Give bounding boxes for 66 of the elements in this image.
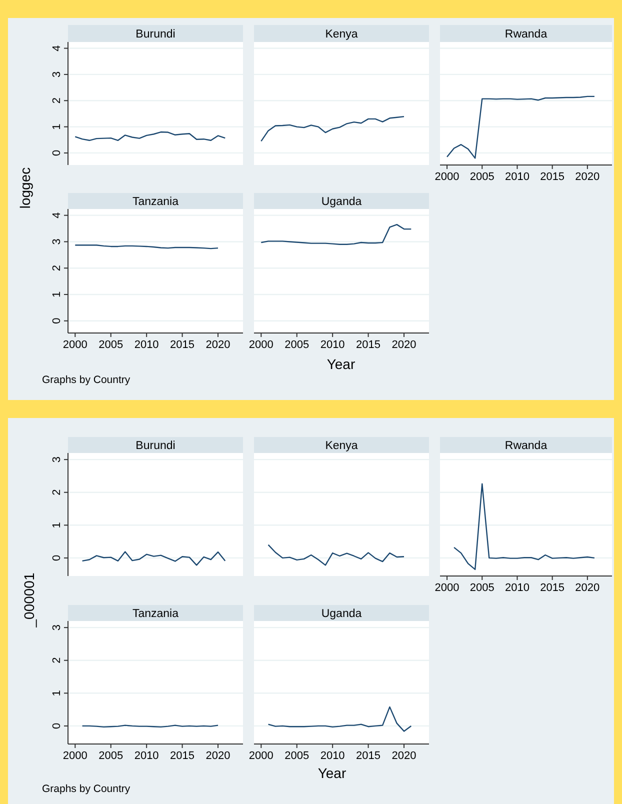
x-tick-label: 2015: [540, 582, 565, 594]
chart-title: Rwanda: [504, 440, 548, 452]
x-axis-title: Year: [326, 356, 356, 372]
chart-title: Tanzania: [132, 608, 180, 620]
y-tick-label: 0: [51, 150, 63, 156]
x-tick-label: 2020: [575, 582, 600, 594]
x-tick-label: 2010: [134, 339, 159, 351]
chart-title: Tanzania: [132, 196, 180, 208]
chart-title: Burundi: [136, 440, 176, 452]
chart-title: Uganda: [321, 196, 362, 208]
x-tick-label: 2010: [504, 171, 530, 183]
x-tick-label: 2020: [206, 750, 230, 762]
chart-title: Uganda: [321, 608, 362, 620]
y-tick-label: 1: [51, 124, 63, 130]
chart-title: Rwanda: [504, 28, 548, 40]
chart-title: Burundi: [136, 28, 176, 40]
x-tick-label: 2000: [248, 339, 274, 351]
y-tick-label: 1: [51, 522, 63, 528]
x-tick-label: 2010: [320, 339, 345, 351]
line-series: [82, 551, 226, 566]
text: Graphs by Country: [42, 374, 131, 386]
x-tick-label: 2010: [134, 750, 159, 762]
x-tick-label: 2000: [434, 582, 460, 594]
x-tick-label: 2015: [540, 171, 565, 183]
y-tick-label: 4: [51, 212, 63, 218]
x-axis-title: Year: [318, 765, 346, 781]
y-tick-label: 2: [51, 489, 63, 496]
y-tick-label: 2: [51, 98, 63, 104]
y-tick-label: 1: [51, 690, 63, 696]
x-tick-label: 2000: [434, 171, 460, 183]
y-tick-label: 0: [51, 554, 63, 562]
chart-title: Kenya: [325, 440, 358, 452]
y-tick-label: 3: [51, 71, 63, 78]
y-tick-label: 1: [51, 291, 63, 298]
x-tick-label: 2015: [170, 750, 195, 762]
y-tick-label: 0: [51, 318, 63, 324]
y-tick-label: 3: [51, 624, 63, 631]
chart-title: Kenya: [325, 28, 358, 40]
x-tick-label: 2015: [356, 750, 381, 762]
x-tick-label: 2020: [575, 171, 600, 183]
x-tick-label: 2000: [62, 750, 88, 762]
y-tick-label: 3: [51, 238, 63, 245]
y-tick-label: 0: [51, 722, 63, 730]
x-tick-label: 2010: [320, 750, 345, 762]
line-series: [74, 131, 226, 141]
y-axis-title: _000001: [21, 572, 37, 628]
x-tick-label: 2010: [504, 582, 530, 594]
text: Graphs by Country: [42, 783, 131, 795]
x-tick-label: 2020: [392, 339, 416, 351]
x-tick-label: 2015: [356, 339, 381, 351]
x-tick-label: 2000: [248, 750, 274, 762]
y-tick-label: 3: [51, 456, 63, 463]
x-tick-label: 2005: [284, 750, 310, 762]
x-tick-label: 2005: [98, 339, 124, 351]
y-tick-label: 2: [51, 657, 63, 664]
x-tick-label: 2005: [470, 582, 494, 594]
x-tick-label: 2000: [62, 339, 88, 351]
y-tick-label: 4: [51, 45, 63, 52]
x-tick-label: 2015: [170, 339, 195, 351]
y-axis-title: loggec: [17, 167, 33, 209]
x-tick-label: 2020: [206, 339, 230, 351]
x-tick-label: 2005: [470, 171, 494, 183]
x-tick-label: 2005: [98, 750, 124, 762]
x-tick-label: 2020: [392, 750, 416, 762]
x-tick-label: 2005: [284, 339, 310, 351]
y-tick-label: 2: [51, 265, 63, 272]
